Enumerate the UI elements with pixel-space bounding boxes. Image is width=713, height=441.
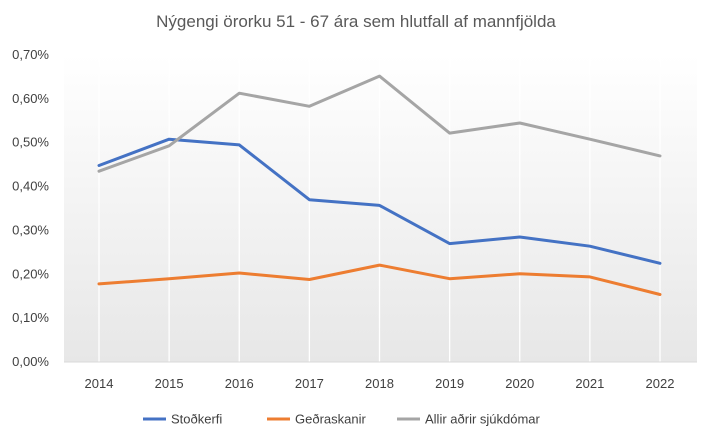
y-tick-label: 0,20% [12,266,49,281]
y-axis-tick-labels: 0,00% 0,10% 0,20% 0,30% 0,40% 0,50% 0,60% 0,70% [12,47,49,369]
y-tick-label: 0,60% [12,91,49,106]
x-tick-label: 2019 [435,376,464,391]
x-axis-tick-labels: 2014 2015 2016 2017 2018 2019 2020 2021 2022 [85,376,675,391]
x-tick-label: 2016 [225,376,254,391]
y-tick-label: 0,70% [12,47,49,62]
x-tick-label: 2014 [85,376,114,391]
legend: Stoðkerfi Geðraskanir Allir aðrir sjúkdóma… [143,412,541,427]
y-tick-label: 0,50% [12,135,49,150]
legend-label: Stoðkerfi [171,412,222,427]
x-tick-label: 2020 [505,376,534,391]
legend-label: Allir aðrir sjúkdómar [425,412,541,427]
series-line-1 [97,137,662,265]
chart-title: Nýgengi örorku 51 - 67 ára sem hlutfall … [156,12,556,31]
x-tick-label: 2015 [155,376,184,391]
x-tick-label: 2022 [646,376,675,391]
y-tick-label: 0,30% [12,222,49,237]
legend-label: Geðraskanir [295,412,366,427]
x-tick-label: 2021 [575,376,604,391]
plot-area [64,55,697,362]
series-lines [97,74,662,296]
x-tick-label: 2017 [295,376,324,391]
series-line-2 [97,263,662,296]
y-tick-label: 0,40% [12,179,49,194]
x-tick-label: 2018 [365,376,394,391]
y-tick-label: 0,10% [12,310,49,325]
y-tick-label: 0,00% [12,354,49,369]
series-line-3 [97,74,662,173]
